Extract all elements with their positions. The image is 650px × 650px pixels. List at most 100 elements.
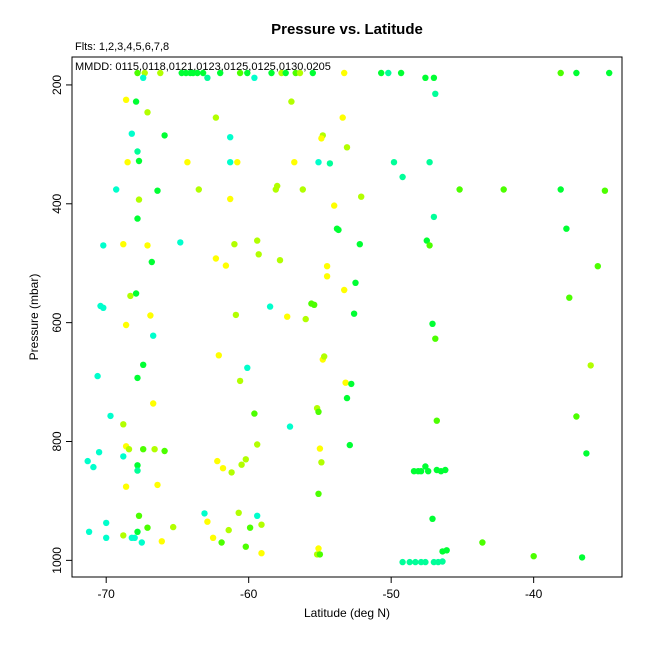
- data-point-177: [209, 534, 217, 541]
- y-tick-label-1: 400: [50, 193, 64, 213]
- data-point-8: [194, 69, 201, 77]
- y-tick-label-4: 1000: [50, 547, 64, 574]
- data-point-153: [346, 441, 353, 449]
- data-point-194: [429, 515, 436, 522]
- data-point-144: [214, 457, 221, 465]
- data-point-93: [127, 292, 134, 300]
- data-point-2: [140, 74, 147, 82]
- data-point-165: [103, 534, 110, 541]
- data-point-149: [254, 441, 261, 448]
- data-point-67: [557, 186, 564, 193]
- data-point-150: [316, 445, 324, 452]
- data-point-193: [422, 558, 429, 566]
- x-tick-label-0: -70: [98, 587, 116, 601]
- data-point-48: [234, 159, 241, 166]
- data-point-50: [315, 159, 322, 166]
- x-axis-label: Latitude (deg N): [304, 606, 390, 620]
- data-point-82: [222, 262, 230, 269]
- data-point-187: [315, 545, 322, 552]
- data-point-146: [228, 469, 235, 476]
- data-point-151: [318, 459, 325, 466]
- data-point-190: [406, 558, 413, 566]
- data-point-35: [212, 114, 220, 121]
- data-point-109: [566, 294, 573, 301]
- x-tick-label-2: -50: [382, 587, 400, 601]
- data-point-15: [268, 69, 275, 77]
- data-point-89: [426, 242, 433, 249]
- data-point-3: [157, 69, 164, 77]
- data-point-163: [85, 528, 93, 535]
- data-point-124: [286, 423, 294, 430]
- data-point-38: [161, 132, 168, 139]
- data-point-162: [583, 450, 590, 457]
- data-point-107: [429, 320, 436, 327]
- data-point-29: [606, 69, 613, 77]
- data-point-75: [120, 241, 127, 248]
- data-point-121: [107, 412, 114, 420]
- data-point-86: [323, 273, 331, 280]
- data-point-145: [219, 465, 227, 472]
- data-point-87: [356, 241, 363, 248]
- data-point-137: [134, 462, 141, 469]
- data-point-179: [225, 526, 232, 534]
- data-point-88: [423, 237, 430, 244]
- data-point-78: [231, 241, 238, 248]
- data-point-113: [215, 352, 222, 359]
- data-point-105: [352, 279, 359, 286]
- data-point-63: [331, 202, 338, 209]
- data-point-168: [131, 534, 138, 541]
- data-point-55: [113, 186, 120, 193]
- data-point-94: [132, 290, 140, 297]
- data-point-36: [339, 114, 346, 121]
- y-tick-label-2: 600: [50, 312, 64, 332]
- data-point-173: [158, 538, 165, 545]
- data-point-59: [227, 195, 234, 203]
- data-point-52: [390, 159, 398, 166]
- data-point-1: [141, 69, 148, 77]
- data-point-104: [341, 286, 348, 294]
- data-point-95: [147, 312, 154, 319]
- data-point-117: [321, 353, 328, 360]
- data-point-118: [342, 379, 349, 386]
- data-point-17: [282, 69, 289, 77]
- data-point-175: [201, 510, 208, 517]
- data-point-111: [140, 361, 147, 368]
- data-point-188: [316, 551, 324, 558]
- data-point-27: [557, 69, 564, 77]
- plot-frame: [71, 56, 623, 578]
- data-point-39: [227, 134, 234, 141]
- data-point-69: [134, 215, 141, 222]
- x-axis: -70 -60 -50 -40: [98, 577, 543, 601]
- data-point-202: [578, 554, 586, 561]
- data-point-108: [432, 335, 439, 342]
- data-point-120: [587, 362, 594, 369]
- data-point-44: [124, 159, 131, 166]
- data-point-127: [343, 394, 351, 402]
- data-point-68: [601, 187, 609, 194]
- data-point-42: [134, 148, 141, 155]
- data-point-26: [430, 74, 438, 82]
- data-point-152: [315, 490, 322, 497]
- data-point-28: [573, 69, 580, 77]
- data-point-97: [150, 332, 157, 339]
- data-point-180: [235, 509, 242, 516]
- data-point-25: [422, 74, 429, 82]
- data-point-197: [439, 558, 446, 565]
- data-point-185: [258, 550, 265, 557]
- data-point-46: [184, 159, 191, 166]
- data-point-14: [251, 74, 258, 82]
- data-point-178: [218, 539, 225, 546]
- data-point-183: [254, 512, 261, 519]
- data-point-200: [479, 539, 486, 546]
- data-point-41: [318, 135, 325, 142]
- data-point-24: [397, 69, 405, 77]
- data-point-119: [348, 380, 355, 388]
- data-point-85: [323, 263, 331, 270]
- data-point-98: [232, 311, 240, 319]
- y-axis-label: Pressure (mbar): [27, 274, 41, 361]
- data-point-182: [246, 524, 254, 531]
- data-point-61: [274, 182, 281, 190]
- data-point-122: [150, 400, 157, 407]
- data-point-54: [399, 173, 406, 181]
- data-point-20: [309, 69, 316, 77]
